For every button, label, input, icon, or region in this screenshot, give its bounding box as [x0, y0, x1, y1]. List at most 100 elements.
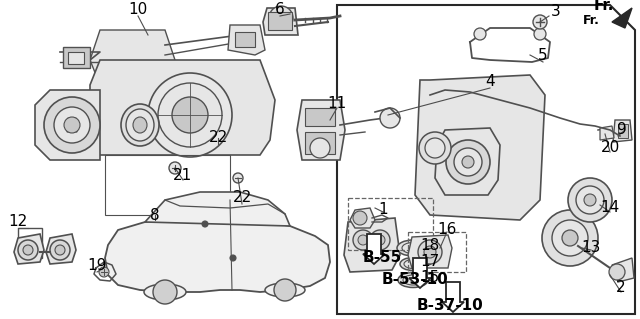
Bar: [348, 198, 433, 250]
Polygon shape: [14, 234, 44, 264]
Circle shape: [370, 230, 390, 250]
Polygon shape: [46, 234, 76, 264]
Polygon shape: [350, 208, 375, 228]
Polygon shape: [435, 128, 500, 195]
Circle shape: [274, 279, 296, 301]
Circle shape: [474, 28, 486, 40]
Text: 14: 14: [600, 201, 620, 216]
Ellipse shape: [398, 272, 428, 287]
Polygon shape: [297, 100, 345, 160]
Polygon shape: [90, 60, 275, 155]
Text: 2: 2: [616, 280, 626, 295]
Ellipse shape: [404, 259, 422, 269]
Circle shape: [562, 230, 578, 246]
Circle shape: [584, 194, 596, 206]
Text: 22: 22: [209, 130, 228, 145]
Text: 15: 15: [420, 271, 440, 286]
Text: 22: 22: [232, 190, 252, 205]
Polygon shape: [363, 234, 385, 264]
Bar: [235, 32, 255, 47]
Circle shape: [424, 246, 436, 258]
Text: 19: 19: [87, 258, 107, 273]
Polygon shape: [612, 258, 634, 282]
Circle shape: [99, 267, 109, 277]
Ellipse shape: [402, 242, 424, 254]
Text: 3: 3: [551, 4, 561, 19]
Polygon shape: [612, 8, 632, 28]
Circle shape: [44, 97, 100, 153]
Ellipse shape: [144, 284, 186, 300]
Text: 17: 17: [420, 255, 440, 270]
Text: 21: 21: [173, 167, 193, 182]
Text: B-55: B-55: [362, 250, 402, 265]
Ellipse shape: [400, 257, 426, 271]
Polygon shape: [408, 235, 452, 268]
Circle shape: [64, 117, 80, 133]
Ellipse shape: [265, 283, 305, 297]
Circle shape: [50, 240, 70, 260]
Circle shape: [18, 240, 38, 260]
Circle shape: [533, 15, 547, 29]
Text: 4: 4: [485, 75, 495, 90]
Polygon shape: [35, 90, 100, 160]
Ellipse shape: [397, 240, 429, 256]
Ellipse shape: [133, 117, 147, 133]
Text: 20: 20: [600, 140, 620, 155]
Circle shape: [568, 178, 612, 222]
Bar: [268, 12, 292, 30]
Text: 12: 12: [8, 214, 28, 229]
Bar: [305, 108, 335, 126]
Circle shape: [418, 240, 442, 264]
Bar: [408, 232, 466, 272]
Circle shape: [454, 148, 482, 176]
Polygon shape: [344, 218, 400, 272]
Text: 16: 16: [437, 222, 457, 238]
Circle shape: [375, 235, 385, 245]
Circle shape: [153, 280, 177, 304]
Polygon shape: [145, 192, 290, 226]
Text: 18: 18: [420, 238, 440, 253]
Circle shape: [172, 97, 208, 133]
Circle shape: [55, 245, 65, 255]
Circle shape: [310, 138, 330, 158]
Circle shape: [269, 6, 293, 30]
Bar: [105, 155, 230, 215]
Text: 13: 13: [581, 241, 601, 256]
Circle shape: [169, 162, 181, 174]
Circle shape: [446, 140, 490, 184]
Circle shape: [230, 255, 236, 261]
Circle shape: [148, 73, 232, 157]
Polygon shape: [228, 25, 265, 55]
Text: 11: 11: [328, 95, 347, 110]
Polygon shape: [409, 258, 431, 288]
Ellipse shape: [121, 104, 159, 146]
Circle shape: [609, 264, 625, 280]
Circle shape: [353, 211, 367, 225]
Circle shape: [233, 173, 243, 183]
Circle shape: [353, 230, 373, 250]
Polygon shape: [90, 30, 175, 85]
Polygon shape: [263, 8, 298, 35]
Text: Fr.: Fr.: [594, 0, 614, 13]
Text: B-37-10: B-37-10: [417, 298, 483, 313]
Text: B-53-10: B-53-10: [381, 272, 449, 287]
Text: 6: 6: [275, 3, 285, 18]
Text: 9: 9: [617, 122, 627, 137]
Circle shape: [358, 235, 368, 245]
Ellipse shape: [126, 109, 154, 141]
Polygon shape: [105, 218, 330, 292]
Circle shape: [54, 107, 90, 143]
Circle shape: [534, 28, 546, 40]
Bar: [618, 124, 628, 138]
Circle shape: [462, 156, 474, 168]
Polygon shape: [613, 120, 632, 142]
Circle shape: [158, 83, 222, 147]
Circle shape: [542, 210, 598, 266]
Circle shape: [552, 220, 588, 256]
Text: 10: 10: [129, 3, 148, 18]
Text: Fr.: Fr.: [583, 13, 600, 26]
Bar: [305, 132, 335, 154]
Text: 1: 1: [378, 203, 388, 218]
Polygon shape: [67, 118, 77, 132]
Ellipse shape: [403, 275, 423, 285]
